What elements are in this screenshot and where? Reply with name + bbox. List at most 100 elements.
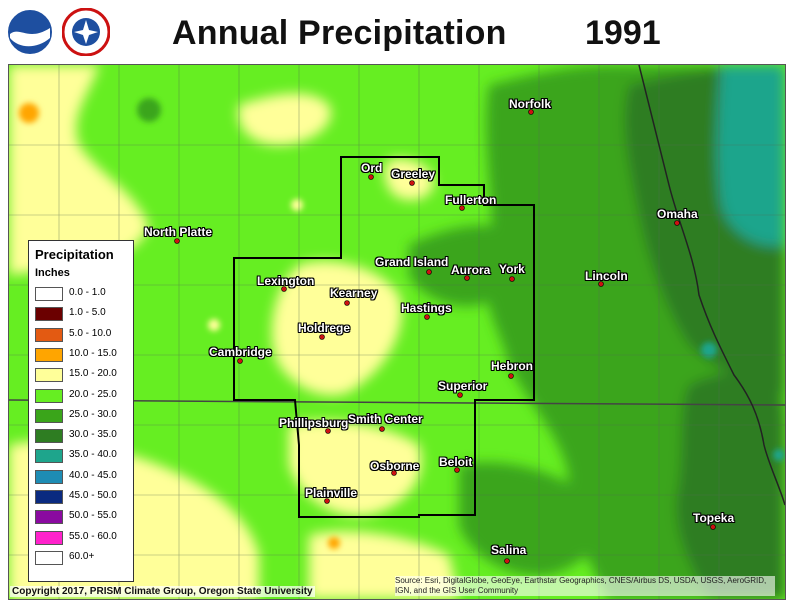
precip-zone-wettest xyxy=(716,65,785,246)
city-marker-plainville xyxy=(324,498,330,504)
precip-spot-3 xyxy=(208,319,220,331)
legend-swatch xyxy=(35,368,63,383)
city-marker-greeley xyxy=(409,180,415,186)
legend-label: 55.0 - 60.0 xyxy=(69,530,117,542)
legend-label: 1.0 - 5.0 xyxy=(69,307,106,319)
legend-label: 35.0 - 40.0 xyxy=(69,449,117,461)
city-label-smith-center: Smith Center xyxy=(348,412,423,426)
precip-zone-dry-central xyxy=(271,261,402,396)
precip-zone-dry-greeley xyxy=(384,158,434,201)
city-marker-superior xyxy=(457,392,463,398)
city-marker-topeka xyxy=(710,524,716,530)
city-label-lexington: Lexington xyxy=(257,274,315,288)
legend-label: 15.0 - 20.0 xyxy=(69,368,117,380)
state-boundary-missouri-river xyxy=(638,65,785,506)
legend-item: 10.0 - 15.0 xyxy=(35,347,131,362)
city-label-omaha: Omaha xyxy=(657,207,698,221)
city-label-superior: Superior xyxy=(438,379,488,393)
legend-swatch xyxy=(35,449,63,464)
city-marker-north-platte xyxy=(174,238,180,244)
legend-swatch xyxy=(35,469,63,484)
city-label-holdrege: Holdrege xyxy=(298,321,351,335)
state-boundary-ne-ks xyxy=(9,399,785,406)
legend-swatch xyxy=(35,429,63,444)
city-label-plainville: Plainville xyxy=(305,486,358,500)
nws-logo xyxy=(62,8,110,56)
legend-swatch xyxy=(35,287,63,301)
legend-item: 20.0 - 25.0 xyxy=(35,388,131,403)
city-label-cambridge: Cambridge xyxy=(209,345,272,359)
city-label-salina: Salina xyxy=(491,543,527,557)
forecast-area-outline xyxy=(233,156,535,518)
legend-item: 30.0 - 35.0 xyxy=(35,429,131,444)
city-label-lincoln: Lincoln xyxy=(585,269,628,283)
legend: Precipitation Inches 0.0 - 1.0 1.0 - 5.0 5… xyxy=(28,240,134,582)
legend-label: 10.0 - 15.0 xyxy=(69,347,117,359)
precip-spot-2 xyxy=(19,103,39,123)
legend-item: 5.0 - 10.0 xyxy=(35,327,131,342)
noaa-logo xyxy=(6,8,54,56)
legend-label: 60.0+ xyxy=(69,550,95,562)
city-label-hastings: Hastings xyxy=(401,301,452,315)
map-year: 1991 xyxy=(585,14,661,52)
legend-units: Inches xyxy=(35,267,70,279)
city-marker-lincoln xyxy=(598,281,604,287)
city-marker-hebron xyxy=(508,373,514,379)
legend-label: 50.0 - 55.0 xyxy=(69,510,117,522)
legend-swatch xyxy=(35,510,63,525)
city-marker-aurora xyxy=(464,275,470,281)
legend-swatch xyxy=(35,327,63,342)
legend-label: 45.0 - 50.0 xyxy=(69,490,117,501)
city-marker-norfolk xyxy=(528,109,534,115)
legend-item: 50.0 - 55.0 xyxy=(35,510,131,525)
legend-swatch xyxy=(35,347,63,362)
legend-item: 55.0 - 60.0 xyxy=(35,530,131,545)
city-marker-phillipsburg xyxy=(325,428,331,434)
precip-spot-6 xyxy=(701,342,717,358)
precip-zone-wet-south xyxy=(459,462,602,576)
legend-label: 30.0 - 35.0 xyxy=(69,429,117,441)
legend-label: 25.0 - 30.0 xyxy=(69,408,117,420)
city-marker-fullerton xyxy=(459,205,465,211)
city-label-norfolk: Norfolk xyxy=(509,97,551,111)
legend-label: 5.0 - 10.0 xyxy=(69,327,112,339)
legend-item: 15.0 - 20.0 xyxy=(35,368,131,383)
city-label-york: York xyxy=(499,262,525,276)
map-canvas xyxy=(9,65,785,599)
city-label-kearney: Kearney xyxy=(330,286,378,300)
legend-swatch xyxy=(35,388,63,403)
precip-zone-dry-south-central xyxy=(289,421,422,516)
legend-label: 0.0 - 1.0 xyxy=(69,287,106,298)
precip-spot-7 xyxy=(773,449,785,461)
precip-zone-very-wet-southeast xyxy=(676,373,785,599)
legend-item: 35.0 - 40.0 xyxy=(35,449,131,464)
legend-label: 20.0 - 25.0 xyxy=(69,388,117,400)
precipitation-map[interactable]: Norfolk Ord Greeley Fullerton North Plat… xyxy=(8,64,786,600)
precip-zone-dry-northwest xyxy=(9,65,149,275)
city-marker-smith-center xyxy=(379,426,385,432)
city-label-fullerton: Fullerton xyxy=(445,193,497,207)
city-label-beloit: Beloit xyxy=(439,455,473,469)
precip-spot-5 xyxy=(291,199,303,211)
legend-item: 45.0 - 50.0 xyxy=(35,490,131,504)
source-attribution: Source: Esri, DigitalGlobe, GeoEye, Eart… xyxy=(395,576,775,596)
legend-item: 25.0 - 30.0 xyxy=(35,408,131,423)
city-label-north-platte: North Platte xyxy=(144,225,213,239)
legend-swatch xyxy=(35,408,63,423)
precip-zone-dry-north xyxy=(238,93,331,145)
city-marker-grand-island xyxy=(426,269,432,275)
city-label-aurora: Aurora xyxy=(451,263,491,277)
legend-item: 0.0 - 1.0 xyxy=(35,287,131,301)
precip-spot-1 xyxy=(137,98,161,122)
legend-label: 40.0 - 45.0 xyxy=(69,469,117,481)
city-marker-kearney xyxy=(344,300,350,306)
city-marker-ord xyxy=(368,174,374,180)
city-marker-york xyxy=(509,276,515,282)
header: Annual Precipitation 1991 xyxy=(0,0,792,62)
city-label-greeley: Greeley xyxy=(391,167,436,181)
city-marker-holdrege xyxy=(319,334,325,340)
legend-item: 60.0+ xyxy=(35,550,131,565)
city-marker-omaha xyxy=(674,220,680,226)
city-label-grand-island: Grand Island xyxy=(375,255,449,269)
legend-swatch xyxy=(35,550,63,565)
